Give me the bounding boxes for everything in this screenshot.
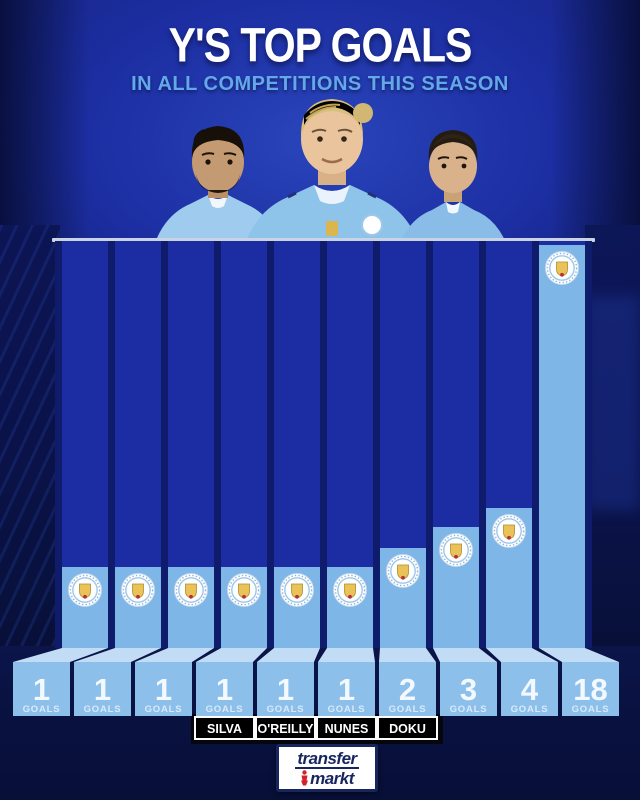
column-divider [532, 241, 539, 648]
man-city-badge-icon [439, 533, 473, 567]
player-name-label: NUNES [325, 722, 369, 736]
player-name-box [194, 716, 255, 740]
goal-count: 1 [277, 672, 294, 707]
column-divider [585, 241, 592, 648]
pedestal-front-face [13, 662, 70, 716]
transfermarkt-mascot-icon [301, 770, 309, 786]
pedestal-top-face [135, 648, 214, 662]
stadium-seats-glow [585, 295, 640, 510]
transfermarkt-logo-text-top: transfer [295, 749, 359, 769]
man-city-badge-icon [121, 573, 155, 607]
goal-count: 18 [573, 672, 607, 707]
man-city-badge-icon [280, 573, 314, 607]
goals-unit-label: GOALS [450, 704, 488, 715]
goals-unit-label: GOALS [511, 704, 549, 715]
goals-unit-label: GOALS [267, 704, 305, 715]
goal-count: 1 [338, 672, 355, 707]
goals-unit-label: GOALS [23, 704, 61, 715]
pedestal-front-face [196, 662, 253, 716]
column-divider [108, 241, 115, 648]
player-photos [0, 0, 640, 260]
pedestal-front-face [440, 662, 497, 716]
pedestal-top-face [74, 648, 161, 662]
goals-unit-label: GOALS [572, 704, 610, 715]
goal-count: 4 [521, 672, 539, 707]
pedestal-top-face [539, 648, 619, 662]
column-divider [161, 241, 168, 648]
player-name-box [255, 716, 316, 740]
pedestal-front-face [257, 662, 314, 716]
goal-count: 1 [155, 672, 172, 707]
pedestal-top-face [13, 648, 108, 662]
pedestal-top-face [257, 648, 320, 662]
column-divider [373, 241, 380, 648]
man-city-badge-icon [333, 573, 367, 607]
pedestal-top-face [379, 648, 436, 662]
pedestal-top-face [433, 648, 497, 662]
pedestal-front-face [135, 662, 192, 716]
pedestal-front-face [74, 662, 131, 716]
player-name-label: SILVA [207, 722, 242, 736]
column-divider [426, 241, 433, 648]
goals-unit-label: GOALS [84, 704, 122, 715]
player-name-label: O'REILLY [258, 722, 315, 736]
man-city-badge-icon [492, 514, 526, 548]
transfermarkt-logo: transfer markt [276, 744, 378, 792]
goal-count: 1 [216, 672, 233, 707]
column-divider [320, 241, 327, 648]
page-title: Y'S TOP GOALS [168, 18, 473, 73]
player-name-box [316, 716, 377, 740]
stadium-background-left [0, 225, 60, 655]
man-city-badge-icon [174, 573, 208, 607]
bar [539, 245, 585, 648]
man-city-badge-icon [386, 554, 420, 588]
goal-count: 1 [94, 672, 111, 707]
man-city-badge-icon [68, 573, 102, 607]
goals-unit-label: GOALS [389, 704, 427, 715]
page-subtitle: IN ALL COMPETITIONS THIS SEASON [131, 73, 509, 95]
player-name-label: DOKU [389, 722, 426, 736]
pedestal-top-face [486, 648, 558, 662]
pedestal-front-face [318, 662, 375, 716]
goal-count: 2 [399, 672, 416, 707]
column-divider [267, 241, 274, 648]
column-divider [479, 241, 486, 648]
goals-unit-label: GOALS [206, 704, 244, 715]
column-divider [55, 241, 62, 648]
player-photo-center [242, 99, 422, 253]
header: Y'S TOP GOALS IN ALL COMPETITIONS THIS S… [0, 18, 640, 96]
pedestal-top-face [318, 648, 375, 662]
pedestal-top-face [196, 648, 267, 662]
goal-count: 3 [460, 672, 477, 707]
player-name-box [377, 716, 438, 740]
pedestal-front-face [379, 662, 436, 716]
pedestal-front-face [501, 662, 558, 716]
pedestal-front-face [562, 662, 619, 716]
goal-count: 1 [33, 672, 50, 707]
man-city-badge-icon [545, 251, 579, 285]
goals-unit-label: GOALS [328, 704, 366, 715]
man-city-badge-icon [227, 573, 261, 607]
goals-unit-label: GOALS [145, 704, 183, 715]
transfermarkt-logo-text-bottom: markt [310, 769, 354, 788]
column-divider [214, 241, 221, 648]
